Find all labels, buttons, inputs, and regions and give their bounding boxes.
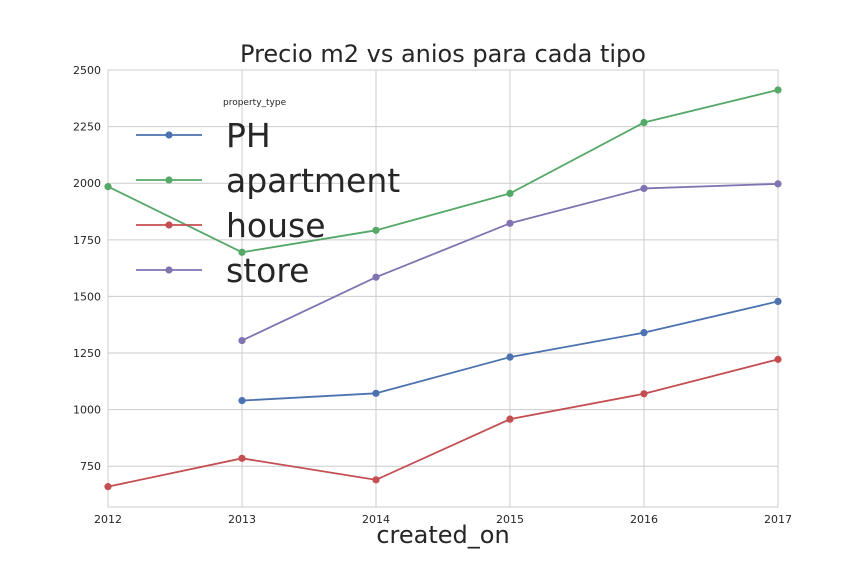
data-point [640,118,648,127]
data-point [774,180,782,188]
series-line-house [107,358,779,488]
x-tick-label: 2013 [228,513,256,526]
legend: property_type PH apartment house store [136,98,400,290]
legend-item-ph: PH [136,116,271,155]
legend-item-apartment: apartment [136,161,400,200]
legend-marker [165,221,173,229]
x-tick-label: 2017 [764,513,792,526]
data-point [506,189,514,198]
series-ph [238,297,782,405]
data-point [104,483,112,491]
data-point [238,248,246,256]
data-point [506,415,514,423]
data-point [104,183,112,191]
y-tick-label: 2500 [73,64,101,77]
data-point [372,476,380,484]
legend-title: property_type [223,98,287,108]
series-apartment [104,86,782,256]
x-tick-label: 2012 [94,513,122,526]
data-point [372,389,380,397]
legend-label: apartment [226,161,400,200]
y-tick-label: 1000 [73,404,101,417]
legend-marker [165,266,173,274]
x-axis-label: created_on [376,521,509,549]
y-tick-label: 2000 [73,177,101,190]
x-tick-label: 2015 [496,513,524,526]
series-layer [104,86,782,491]
y-tick-labels: 750 1000 1250 1500 1750 2000 2250 2500 [73,64,101,473]
legend-marker [165,131,173,139]
data-point [640,184,648,193]
data-point [238,396,246,405]
series-line-apartment [107,89,779,254]
y-tick-label: 1250 [73,347,101,360]
legend-label: PH [226,116,271,155]
x-tick-label: 2014 [362,513,390,526]
data-point [774,86,782,94]
series-store [238,180,782,345]
plot-frame [107,69,779,508]
series-house [104,355,782,491]
data-point [238,454,246,462]
legend-label: house [226,206,326,245]
data-point [774,355,782,363]
data-point [640,390,648,398]
y-tick-label: 1500 [73,290,101,303]
y-tick-label: 2250 [73,121,101,134]
legend-item-store: store [136,251,309,290]
data-point [640,329,648,337]
legend-marker [165,176,173,184]
data-point [506,353,514,361]
data-point [238,336,246,345]
y-tick-label: 1750 [73,234,101,247]
y-tick-label: 750 [80,460,101,473]
legend-item-house: house [136,206,326,245]
x-tick-label: 2016 [630,513,658,526]
data-point [506,219,514,227]
grid [107,69,779,507]
x-tick-labels: 2012 2013 2014 2015 2016 2017 [94,513,792,526]
data-point [372,226,380,234]
chart-title: Precio m2 vs anios para cada tipo [240,40,646,68]
data-point [774,297,782,306]
data-point [372,273,380,281]
legend-label: store [226,251,309,290]
